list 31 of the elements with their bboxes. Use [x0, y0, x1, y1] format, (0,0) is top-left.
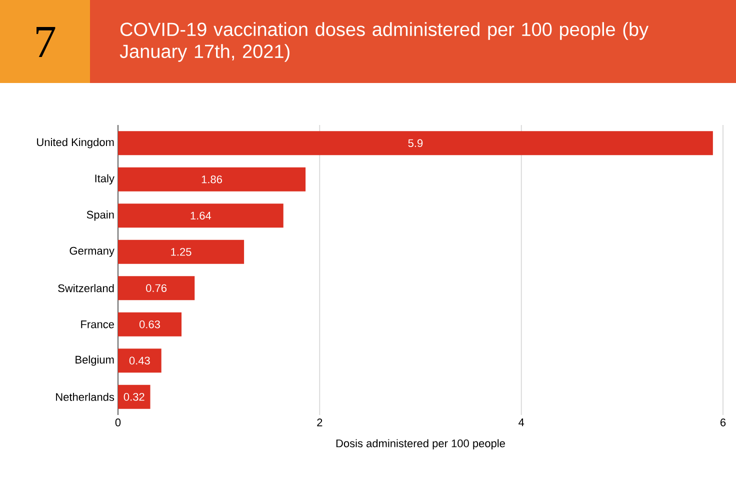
x-axis-title: Dosis administered per 100 people: [336, 439, 505, 450]
bar: [118, 276, 195, 300]
x-tick-label: 0: [115, 418, 121, 426]
data-label: 0.63: [139, 320, 160, 328]
y-tick-label: France: [81, 320, 114, 328]
y-tick-label: Germany: [70, 246, 114, 257]
data-label: 1.25: [171, 248, 192, 256]
y-tick-label: Italy: [95, 174, 114, 185]
y-tick-label: United Kingdom: [37, 138, 114, 148]
chart-title: COVID-19 vaccination doses administered per 100 people (by January 17th, 2021): [120, 22, 649, 62]
bar: [118, 240, 244, 264]
text: 7: [36, 26, 56, 58]
data-label: 1.64: [190, 212, 212, 220]
bar: [118, 312, 182, 336]
y-tick-label: Belgium: [76, 356, 114, 366]
y-tick-label: Netherlands: [56, 392, 114, 401]
bar: [118, 384, 150, 409]
data-label: 0.76: [146, 284, 167, 292]
bar: [118, 348, 162, 373]
bar: [118, 167, 306, 192]
y-tick-label: Spain: [86, 210, 114, 221]
bar: [118, 131, 713, 156]
data-label: 1.86: [202, 176, 222, 184]
data-label: 0.43: [129, 356, 150, 365]
data-label: 5.9: [408, 139, 423, 148]
data-label: 0.32: [124, 392, 144, 401]
x-tick-label: 2: [317, 418, 322, 426]
bar: [118, 204, 284, 228]
x-tick-label: 6: [720, 418, 726, 426]
x-tick-label: 4: [518, 418, 524, 426]
y-tick-label: Switzerland: [58, 284, 114, 292]
